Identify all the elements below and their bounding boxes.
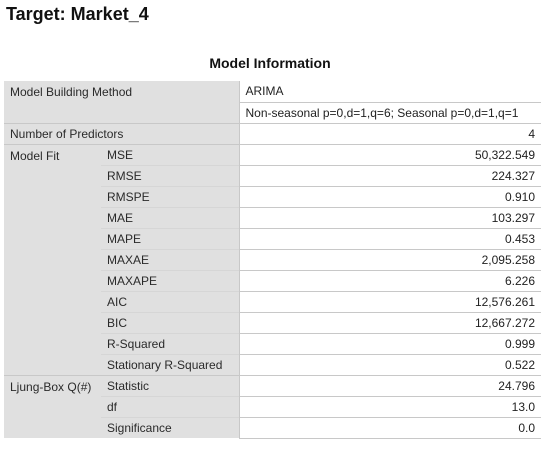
stat-label: MAPE <box>101 227 239 249</box>
predictors-value: 4 <box>238 122 541 144</box>
model-fit-label: Model Fit <box>4 143 101 375</box>
stat-value: 0.999 <box>238 332 541 354</box>
method-label: Model Building Method <box>4 81 239 123</box>
table-row: MAPE 0.453 <box>4 227 541 249</box>
table-row: AIC 12,576.261 <box>4 290 541 312</box>
stat-label: Stationary R-Squared <box>101 353 239 375</box>
table-row: MAE 103.297 <box>4 206 541 228</box>
stat-value: 0.910 <box>238 185 541 207</box>
method-detail: Non-seasonal p=0,d=1,q=6; Seasonal p=0,d… <box>238 101 541 123</box>
stat-value: 0.522 <box>238 353 541 375</box>
table-row: Number of Predictors 4 <box>4 122 541 144</box>
table-row: Model Building Method ARIMA <box>4 81 541 123</box>
model-information-table: Model Building Method ARIMA Non-seasonal… <box>4 81 541 439</box>
stat-value: 12,576.261 <box>238 290 541 312</box>
table-caption: Model Information <box>209 55 331 71</box>
stat-value: 224.327 <box>238 164 541 186</box>
stat-value: 6.226 <box>238 269 541 291</box>
table-row: RMSPE 0.910 <box>4 185 541 207</box>
table-row: MAXAE 2,095.258 <box>4 248 541 270</box>
method-value: ARIMA <box>238 81 541 102</box>
stat-value: 50,322.549 <box>238 143 541 165</box>
stat-label: RMSE <box>101 164 239 186</box>
page-title: Target: Market_4 <box>6 4 149 24</box>
stat-value: 0.453 <box>238 227 541 249</box>
stat-label: MSE <box>101 143 239 165</box>
stat-label: Significance <box>101 416 239 438</box>
table-row: Ljung-Box Q(#) Statistic 24.796 <box>4 374 541 438</box>
table-body: Model Building Method ARIMA Non-seasonal… <box>4 81 541 439</box>
table-row: df 13.0 <box>4 395 541 417</box>
stat-label: R-Squared <box>101 332 239 354</box>
table-row: Significance 0.0 <box>4 416 541 439</box>
stat-label: AIC <box>101 290 239 312</box>
stat-value: 0.0 <box>238 416 541 439</box>
stat-label: Statistic <box>101 374 239 396</box>
stat-label: MAXAE <box>101 248 239 270</box>
stat-label: df <box>101 395 239 417</box>
table-row: Stationary R-Squared 0.522 <box>4 353 541 375</box>
table-row: RMSE 224.327 <box>4 164 541 186</box>
table-row: Model Fit MSE 50,322.549 <box>4 143 541 375</box>
stat-label: BIC <box>101 311 239 333</box>
stat-value: 103.297 <box>238 206 541 228</box>
stat-value: 24.796 <box>238 374 541 396</box>
table-row: MAXAPE 6.226 <box>4 269 541 291</box>
table-row: Non-seasonal p=0,d=1,q=6; Seasonal p=0,d… <box>4 101 541 123</box>
stat-value: 2,095.258 <box>238 248 541 270</box>
table-row: R-Squared 0.999 <box>4 332 541 354</box>
stat-label: MAE <box>101 206 239 228</box>
ljung-box-label: Ljung-Box Q(#) <box>4 374 101 438</box>
stat-value: 12,667.272 <box>238 311 541 333</box>
stat-label: RMSPE <box>101 185 239 207</box>
stat-value: 13.0 <box>238 395 541 417</box>
table-row: BIC 12,667.272 <box>4 311 541 333</box>
stat-label: MAXAPE <box>101 269 239 291</box>
predictors-label: Number of Predictors <box>4 122 239 144</box>
